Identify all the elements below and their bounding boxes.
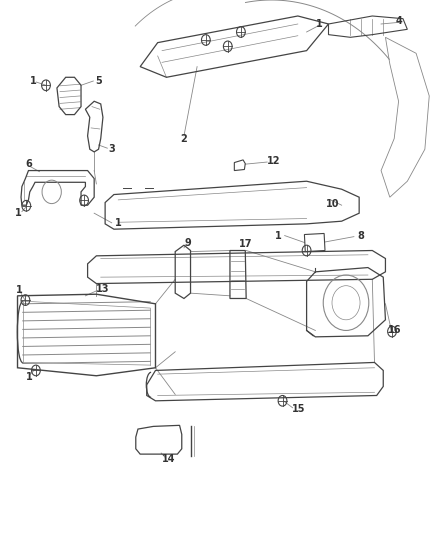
Text: 1: 1 <box>15 208 22 218</box>
Text: 2: 2 <box>180 134 187 143</box>
Text: 1: 1 <box>29 76 36 86</box>
Text: 1: 1 <box>115 218 122 228</box>
Text: 4: 4 <box>395 17 402 26</box>
Text: 8: 8 <box>357 231 364 240</box>
Text: 17: 17 <box>239 239 252 248</box>
Text: 3: 3 <box>108 144 115 154</box>
Text: 16: 16 <box>388 326 401 335</box>
Text: 13: 13 <box>96 284 110 294</box>
Text: 1: 1 <box>316 19 323 29</box>
Text: 15: 15 <box>292 405 305 414</box>
Text: 10: 10 <box>326 199 339 208</box>
Text: 6: 6 <box>25 159 32 168</box>
Text: 1: 1 <box>275 231 282 240</box>
Text: 14: 14 <box>162 455 175 464</box>
Text: 1: 1 <box>26 373 33 382</box>
Text: 5: 5 <box>95 76 102 86</box>
Text: 1: 1 <box>15 286 22 295</box>
Text: 12: 12 <box>267 156 280 166</box>
Text: 9: 9 <box>185 238 192 247</box>
